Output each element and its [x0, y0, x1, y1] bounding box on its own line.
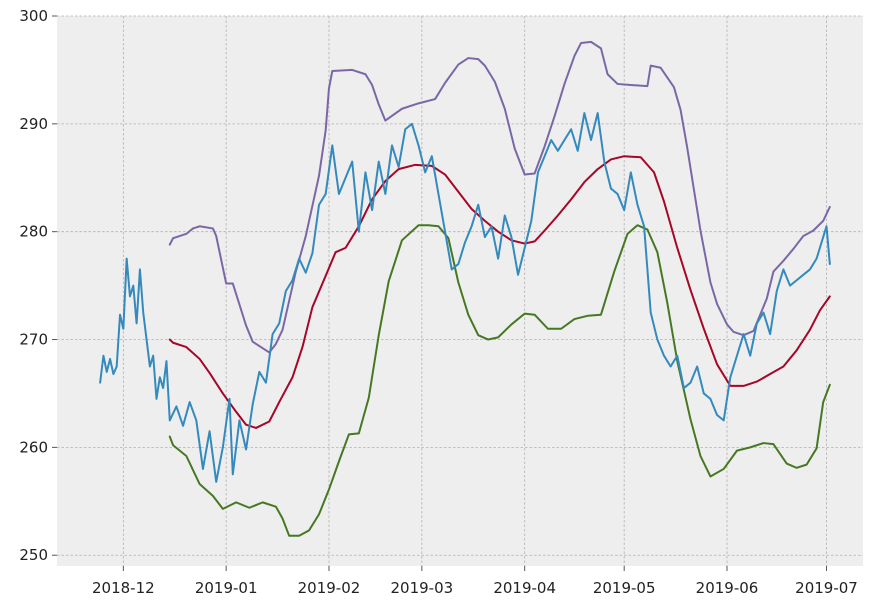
axis-ticks: 2018-12 2019-01 2019-02 2019-03 2019-04 2019-… — [19, 7, 857, 597]
x-tick-label: 2019-05 — [593, 579, 656, 597]
x-tick-label: 2018-12 — [92, 579, 155, 597]
x-tick-label: 2019-02 — [298, 579, 361, 597]
y-tick-label: 270 — [19, 331, 48, 349]
x-tick-label: 2019-01 — [195, 579, 258, 597]
y-tick-label: 260 — [19, 438, 48, 456]
series-line — [168, 224, 831, 537]
x-tick-label: 2019-07 — [795, 579, 858, 597]
x-tick-label: 2019-04 — [493, 579, 556, 597]
y-tick-label: 250 — [19, 546, 48, 564]
grid — [57, 15, 863, 566]
series-group — [99, 40, 831, 537]
x-tick-label: 2019-06 — [696, 579, 759, 597]
x-tick-label: 2019-03 — [391, 579, 454, 597]
y-tick-label: 280 — [19, 223, 48, 241]
series-line — [99, 112, 831, 483]
y-tick-label: 290 — [19, 115, 48, 133]
series-line — [168, 40, 831, 354]
y-tick-label: 300 — [19, 7, 48, 25]
